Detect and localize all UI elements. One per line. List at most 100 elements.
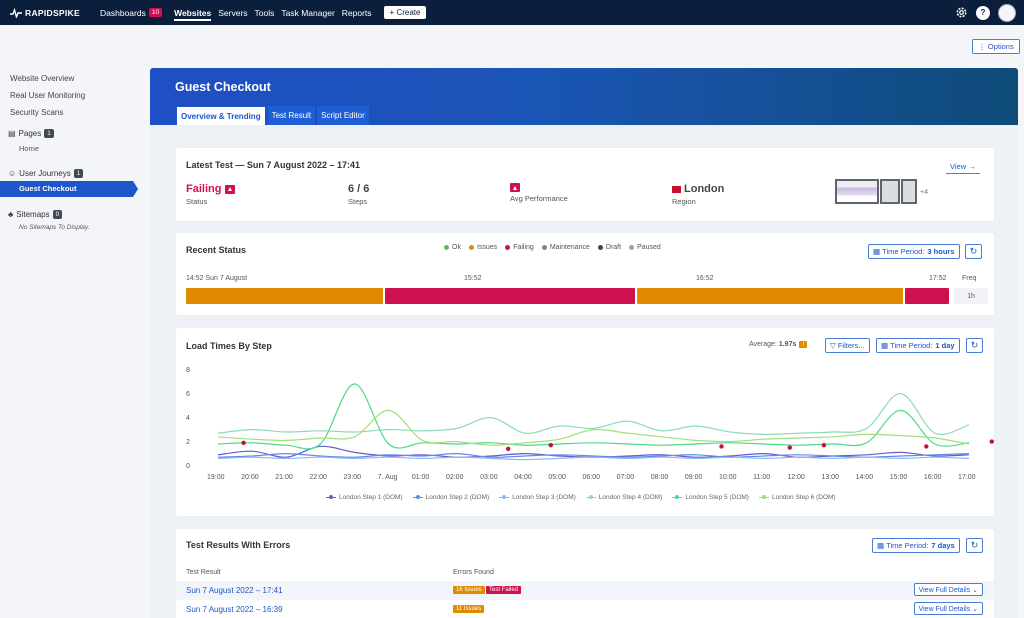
chart-legend-item[interactable]: London Step 5 (DOM)	[672, 494, 749, 501]
view-latest-test-button[interactable]: View →	[946, 159, 980, 174]
failure-marker[interactable]	[505, 446, 511, 451]
rapidspike-logo[interactable]: RAPIDSPIKE	[10, 7, 88, 18]
table-row: Sun 7 August 2022 – 16:39 11 Issues View…	[176, 600, 994, 618]
screenshot-thumbnails[interactable]	[835, 179, 917, 204]
average-value: 1.97s	[778, 341, 797, 348]
failure-marker[interactable]	[548, 443, 554, 448]
chart-legend-item[interactable]: London Step 3 (DOM)	[499, 494, 576, 501]
series-line-step-4[interactable]	[217, 392, 970, 436]
sidebar-group-sitemaps[interactable]: ♣ Sitemaps 0	[0, 206, 140, 222]
average-load-time: Average: 1.97s !	[749, 341, 808, 348]
chart-legend-item[interactable]: London Step 2 (DOM)	[412, 494, 489, 501]
sidebar-item-security-scans[interactable]: Security Scans	[10, 108, 64, 117]
x-tick-label: 19:00	[207, 474, 225, 481]
column-header-test-result: Test Result	[186, 569, 221, 576]
failure-marker[interactable]	[241, 440, 246, 445]
x-tick-label: 13:00	[821, 474, 839, 481]
nav-servers[interactable]: Servers	[218, 0, 247, 25]
x-tick-label: 10:00	[719, 474, 737, 481]
nav-dashboards[interactable]: Dashboards 10	[100, 0, 163, 25]
status-segment-failing[interactable]	[905, 288, 949, 304]
time-period-value: 7 days	[931, 541, 955, 550]
nav-task-manager[interactable]: Task Manager	[281, 0, 334, 25]
failure-marker[interactable]	[821, 443, 827, 448]
options-button[interactable]: ⋮ Options	[972, 39, 1020, 54]
more-screenshots-count[interactable]: +4	[920, 189, 928, 196]
timeline-label: 16:52	[696, 275, 714, 282]
sidebar-item-website-overview[interactable]: Website Overview	[10, 74, 75, 83]
sitemaps-empty-text: No Sitemaps To Display.	[19, 224, 90, 231]
view-full-details-button[interactable]: View Full Details ⌄	[913, 602, 983, 615]
errors-title: Test Results With Errors	[186, 540, 291, 550]
warning-icon	[510, 183, 520, 192]
failure-marker[interactable]	[989, 439, 994, 444]
status-metric: Failing Status	[186, 183, 236, 206]
x-tick-label: 08:00	[650, 474, 669, 481]
sidebar-item-guest-checkout[interactable]: Guest Checkout	[0, 181, 138, 197]
status-segment-issues[interactable]	[637, 288, 904, 304]
time-period-1-day-button[interactable]: ▦ Time Period: 1 day	[876, 338, 960, 353]
tab-overview-trending[interactable]: Overview & Trending	[176, 106, 266, 125]
steps-value: 6 / 6	[348, 183, 370, 195]
chart-legend-item[interactable]: London Step 4 (DOM)	[585, 494, 662, 501]
screenshot-thumbnail[interactable]	[901, 179, 917, 204]
user-journey-icon: ☺	[8, 168, 17, 178]
series-line-step-2[interactable]	[217, 452, 970, 458]
refresh-icon[interactable]: ↻	[966, 338, 983, 353]
series-line-step-5[interactable]	[217, 383, 970, 450]
series-line-step-3[interactable]	[217, 456, 970, 461]
status-segment-issues[interactable]	[186, 288, 383, 304]
freq-value: 1h	[954, 288, 988, 304]
create-button[interactable]: + Create	[383, 6, 427, 19]
time-period-7-days-button[interactable]: ▦ Time Period: 7 days	[872, 538, 960, 553]
series-line-step-6[interactable]	[217, 409, 970, 446]
legend-dot	[541, 245, 547, 250]
screenshot-thumbnail[interactable]	[835, 179, 879, 204]
legend-item-ok: Ok	[444, 244, 461, 251]
sidebar-item-real-user-monitoring[interactable]: Real User Monitoring	[10, 91, 86, 100]
sidebar-group-user-journeys[interactable]: ☺ User Journeys 1	[0, 165, 140, 181]
chart-legend-item[interactable]: London Step 1 (DOM)	[326, 494, 403, 501]
failure-marker[interactable]	[787, 445, 792, 450]
region-label: Region	[672, 197, 696, 206]
screenshot-thumbnail[interactable]	[880, 179, 900, 204]
refresh-icon[interactable]: ↻	[965, 244, 982, 259]
chart-legend-item[interactable]: London Step 6 (DOM)	[758, 494, 836, 501]
refresh-icon[interactable]: ↻	[966, 538, 983, 553]
gear-icon[interactable]	[955, 6, 968, 19]
test-result-link[interactable]: Sun 7 August 2022 – 17:41	[186, 586, 283, 595]
sitemap-icon: ♣	[8, 209, 14, 219]
user-avatar[interactable]	[998, 3, 1016, 22]
nav-reports[interactable]: Reports	[342, 0, 372, 25]
nav-websites[interactable]: Websites	[174, 0, 212, 25]
legend-series-name: London Step 5 (DOM)	[685, 494, 749, 501]
status-segment-failing[interactable]	[384, 288, 636, 304]
legend-series-name: London Step 1 (DOM)	[339, 494, 403, 501]
sidebar-group-label: Sitemaps	[16, 209, 50, 219]
sidebar-item-home[interactable]: Home	[19, 144, 40, 153]
x-tick-label: 17:00	[958, 474, 976, 481]
chart-legend: London Step 1 (DOM) London Step 2 (DOM) Lo…	[326, 494, 836, 501]
sidebar-group-label: Pages	[18, 128, 42, 138]
tab-test-result[interactable]: Test Result	[267, 106, 316, 125]
legend-swatch	[758, 495, 769, 499]
freq-label: Freq	[962, 275, 977, 282]
legend-item-maintenance: Maintenance	[541, 244, 590, 251]
tab-script-editor[interactable]: Script Editor	[317, 106, 369, 125]
filters-button[interactable]: ▽ Filters...	[825, 338, 870, 353]
help-icon[interactable]: ?	[976, 5, 990, 20]
test-result-link[interactable]: Sun 7 August 2022 – 16:39	[186, 605, 283, 614]
legend-swatch	[326, 495, 336, 499]
nav-dashboards-label: Dashboards	[100, 7, 146, 18]
failure-marker[interactable]	[719, 444, 724, 449]
view-full-details-button[interactable]: View Full Details ⌄	[913, 583, 983, 596]
x-tick-label: 03:00	[480, 474, 498, 481]
time-period-label: Time Period:	[886, 541, 929, 550]
nav-tools[interactable]: Tools	[255, 0, 275, 25]
timeline-label: 14:52 Sun 7 August	[186, 275, 248, 282]
sidebar-group-pages[interactable]: ▤ Pages 1	[0, 125, 140, 141]
failure-marker[interactable]	[924, 444, 929, 449]
time-period-3-hours-button[interactable]: ▦ Time Period: 3 hours	[868, 244, 960, 259]
region-metric: London Region	[672, 183, 724, 206]
avg-performance-label: Avg Performance	[510, 194, 568, 203]
